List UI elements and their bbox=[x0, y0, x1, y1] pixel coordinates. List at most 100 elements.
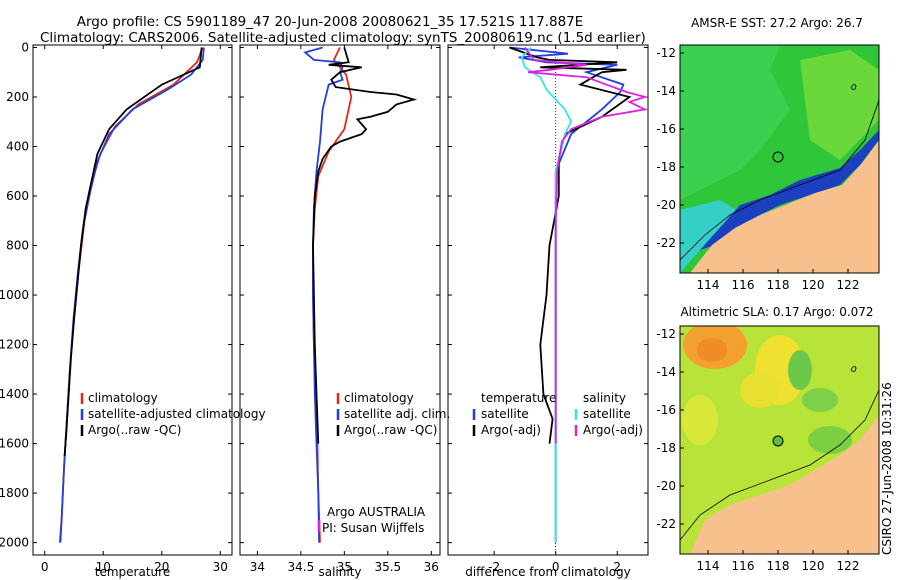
sla-island bbox=[850, 366, 857, 372]
depth-tick-label: 400 bbox=[6, 140, 29, 154]
temperature-xtick-label: 0 bbox=[41, 560, 49, 574]
map-xtick-label: 122 bbox=[837, 278, 860, 292]
diff-legend-temp-label: Argo(-adj) bbox=[481, 423, 541, 437]
salinity-xtick-label: 35 bbox=[337, 560, 352, 574]
sla-green-patch-1 bbox=[802, 388, 838, 412]
sst-float-position-marker bbox=[772, 151, 784, 163]
depth-tick-label: 200 bbox=[6, 90, 29, 104]
temperature-legend-label: Argo(..raw -QC) bbox=[88, 423, 181, 437]
sst-land bbox=[690, 140, 879, 273]
map-xtick-label: 120 bbox=[802, 278, 825, 292]
map-ytick-label: -22 bbox=[656, 517, 676, 531]
sla-yellow-patch bbox=[740, 372, 780, 408]
sla-map-title: Altimetric SLA: 0.17 Argo: 0.072 bbox=[680, 305, 874, 319]
map-0-axes: 114 116 118 120 122 -12 -14 -16 -18 -20 -22 bbox=[656, 46, 859, 292]
depth-tick-label: 2000 bbox=[0, 536, 29, 550]
sst-map-title: AMSR-E SST: 27.2 Argo: 26.7 bbox=[691, 16, 863, 30]
salinity-xtick-label: 34.5 bbox=[288, 560, 315, 574]
sst-warm-region bbox=[680, 45, 790, 200]
temperature-xtick-label: 10 bbox=[96, 560, 111, 574]
sla-map-frame bbox=[679, 325, 880, 555]
depth-tick-label: 1400 bbox=[0, 387, 29, 401]
map-ytick-label: -18 bbox=[656, 160, 676, 174]
salinity-chart: 34 34.5 35 35.5 36 salinity climatology satelli… bbox=[239, 44, 450, 579]
map-ytick-label: -12 bbox=[656, 327, 676, 341]
salinity-series-climatology bbox=[312, 47, 353, 543]
map-xtick-label: 116 bbox=[732, 559, 755, 573]
salinity-xtick-label: 35.5 bbox=[374, 560, 401, 574]
depth-tick-label: 600 bbox=[6, 189, 29, 203]
depth-tick-label: 1800 bbox=[0, 486, 29, 500]
map-xtick-label: 120 bbox=[802, 559, 825, 573]
difference-series-temperature-satellite bbox=[509, 46, 625, 543]
difference-xtick-label: 0 bbox=[552, 560, 560, 574]
diff-legend-temp-label: satellite bbox=[481, 407, 529, 421]
map-ytick-label: -16 bbox=[656, 122, 676, 136]
depth-tick-label: 1000 bbox=[0, 288, 29, 302]
diff-legend-sal-label: satellite bbox=[583, 407, 631, 421]
temperature-xtick-label: 30 bbox=[213, 560, 228, 574]
salinity-xtick-label: 36 bbox=[424, 560, 439, 574]
sla-green-patch-3 bbox=[808, 426, 852, 454]
temperature-series-climatology bbox=[59, 47, 204, 543]
temperature-series-satellite-adjusted-climatology bbox=[59, 47, 205, 543]
salinity-series-argo-raw-qc bbox=[312, 47, 418, 444]
sla-yellow-west bbox=[682, 395, 718, 445]
difference-xlabel: difference from climatology bbox=[465, 565, 631, 579]
map-ytick-label: -12 bbox=[656, 46, 676, 60]
difference-xtick-label: 2 bbox=[613, 560, 621, 574]
difference-xtick-label: -2 bbox=[488, 560, 500, 574]
annotation-line-1: Argo AUSTRALIA bbox=[327, 505, 426, 519]
difference-series-temperature-argo-adj bbox=[509, 46, 632, 444]
sla-land bbox=[690, 415, 879, 554]
sla-green-patch-2 bbox=[788, 350, 812, 390]
map-ytick-label: -14 bbox=[656, 365, 676, 379]
title-line-1: Argo profile: CS 5901189_47 20-Jun-2008 … bbox=[76, 14, 584, 30]
temperature-legend-label: climatology bbox=[88, 391, 158, 405]
map-xtick-label: 114 bbox=[697, 278, 720, 292]
depth-tick-label: 1600 bbox=[0, 437, 29, 451]
sst-map-frame bbox=[679, 44, 880, 274]
difference-plot-frame bbox=[447, 44, 649, 556]
sla-float-position-marker bbox=[772, 435, 784, 447]
sst-map bbox=[680, 45, 879, 273]
map-ytick-label: -16 bbox=[656, 403, 676, 417]
temperature-series-argo-raw-qc bbox=[63, 47, 203, 457]
sst-coastal-blue bbox=[700, 130, 879, 250]
map-ytick-label: -20 bbox=[656, 198, 676, 212]
salinity-legend-label: satellite adj. clim. bbox=[344, 407, 450, 421]
map-xtick-label: 122 bbox=[837, 559, 860, 573]
temperature-xtick-label: 20 bbox=[154, 560, 169, 574]
map-ytick-label: -22 bbox=[656, 236, 676, 250]
depth-tick-label: 800 bbox=[6, 239, 29, 253]
map-1-axes: 114 116 118 120 122 -12 -14 -16 -18 -20 -22 bbox=[656, 327, 859, 573]
sst-yellow-green-patch bbox=[800, 50, 879, 160]
salinity-xtick-label: 34 bbox=[250, 560, 265, 574]
salinity-xlabel: salinity bbox=[318, 565, 361, 579]
map-ytick-label: -14 bbox=[656, 84, 676, 98]
sla-map bbox=[680, 326, 879, 554]
diff-legend-temperature-header: temperature bbox=[481, 391, 556, 405]
map-xtick-label: 114 bbox=[697, 559, 720, 573]
temperature-chart: 0 10 20 30 0 200 400 600 800 1000 1200 1400 1600 1800… bbox=[0, 40, 266, 579]
sst-island bbox=[850, 84, 857, 90]
map-ytick-label: -20 bbox=[656, 479, 676, 493]
salinity-plot-frame bbox=[239, 44, 441, 556]
map-xtick-label: 118 bbox=[767, 278, 790, 292]
sst-contour-line bbox=[680, 99, 879, 261]
salinity-series-satellite-adj-clim bbox=[303, 46, 344, 543]
title-line-2: Climatology: CARS2006. Satellite-adjuste… bbox=[40, 30, 646, 46]
temperature-xlabel: temperature bbox=[95, 565, 170, 579]
sla-contour-line bbox=[680, 389, 879, 541]
salinity-legend-label: climatology bbox=[344, 391, 414, 405]
temperature-legend-label: satellite-adjusted climatology bbox=[88, 407, 266, 421]
depth-tick-label: 0 bbox=[21, 40, 29, 54]
temperature-plot-frame bbox=[32, 44, 233, 556]
sla-orange-core bbox=[697, 338, 727, 362]
map-xtick-label: 116 bbox=[732, 278, 755, 292]
map-xtick-label: 118 bbox=[767, 559, 790, 573]
difference-series-salinity-argo-adj bbox=[524, 46, 649, 444]
diff-legend-salinity-header: salinity bbox=[583, 391, 626, 405]
